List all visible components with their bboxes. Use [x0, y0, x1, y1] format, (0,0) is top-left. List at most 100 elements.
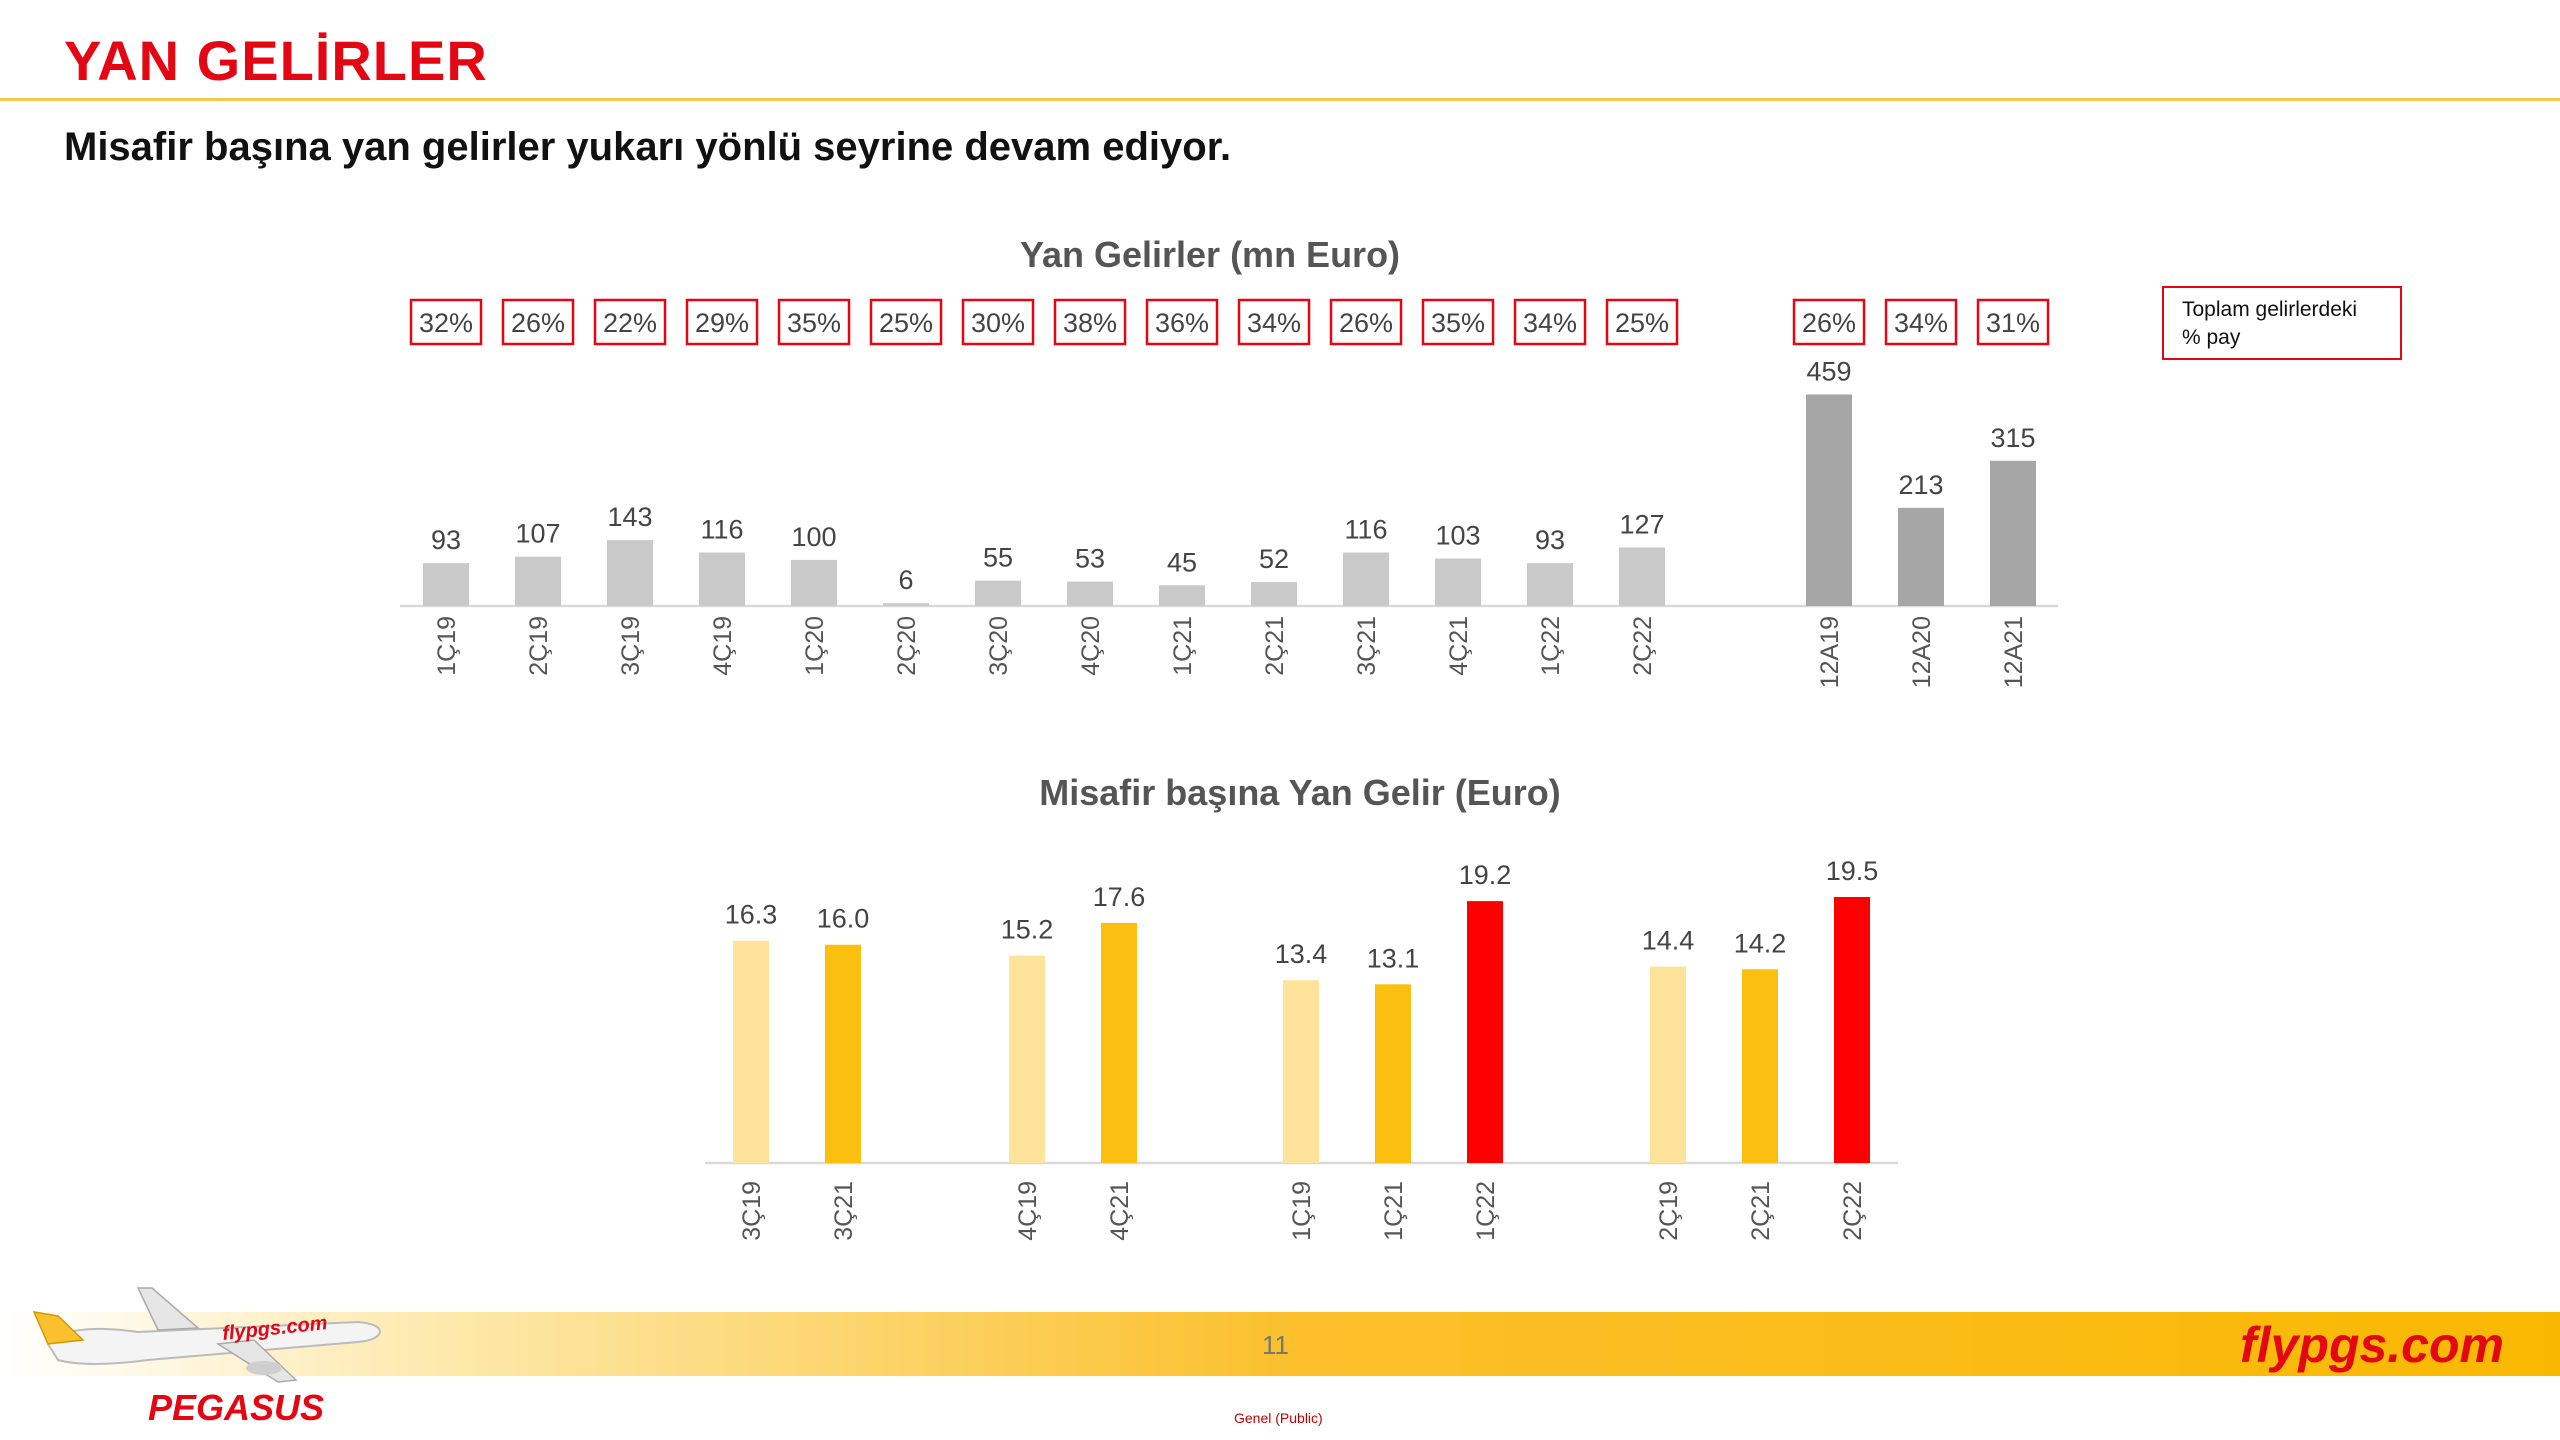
- tick-label-12A21: 12A21: [2000, 616, 2028, 688]
- data-label-4Ç19: 116: [700, 515, 743, 545]
- data-label-3Ç20: 55: [983, 543, 1013, 573]
- legend-line-2: % pay: [2182, 326, 2241, 349]
- share-label-2Ç20: 25%: [879, 308, 933, 338]
- share-box-2Ç22: [1605, 298, 1679, 346]
- data-label-2Ç22: 19.5: [1826, 856, 1879, 886]
- data-label-2Ç22: 127: [1619, 509, 1664, 539]
- tick-label-3Ç20: 3Ç20: [985, 616, 1013, 676]
- bar-12A19: [1806, 394, 1852, 606]
- share-box-2Ç19: [501, 298, 575, 346]
- bar-4Ç21: [1101, 922, 1137, 1163]
- footer-band: [0, 1312, 2560, 1376]
- data-label-2Ç20: 6: [898, 565, 913, 595]
- bar-3Ç21: [1343, 552, 1389, 606]
- bar-4Ç20: [1067, 581, 1113, 606]
- tick-label-1Ç22: 1Ç22: [1537, 616, 1565, 676]
- bar-2Ç22: [1834, 897, 1870, 1163]
- pegasus-plane-logo: flypgs.com PEGASUS: [32, 1287, 382, 1428]
- bar-1Ç22: [1467, 901, 1503, 1163]
- share-box-4Ç21: [1421, 298, 1495, 346]
- tick-label-4Ç19: 4Ç19: [1014, 1181, 1042, 1241]
- share-box-3Ç21: [1329, 298, 1403, 346]
- data-label-1Ç22: 19.2: [1459, 860, 1512, 890]
- tick-label-12A20: 12A20: [1908, 616, 1936, 688]
- tick-label-3Ç21: 3Ç21: [830, 1181, 858, 1241]
- title-divider: [0, 98, 2560, 101]
- data-label-4Ç21: 103: [1435, 521, 1480, 551]
- share-box-3Ç20: [961, 298, 1035, 346]
- share-box-12A19: [1792, 298, 1866, 346]
- share-label-4Ç21: 35%: [1431, 308, 1485, 338]
- chart2-title: Misafir başına Yan Gelir (Euro): [1039, 772, 1561, 813]
- share-box-1Ç19: [409, 298, 483, 346]
- tick-label-2Ç22: 2Ç22: [1839, 1181, 1867, 1241]
- bar-3Ç21: [825, 944, 861, 1163]
- tick-label-1Ç19: 1Ç19: [1288, 1181, 1316, 1241]
- tick-label-1Ç21: 1Ç21: [1380, 1181, 1408, 1241]
- footer-brand-logo: flypgs.com: [2240, 1317, 2504, 1373]
- share-box-3Ç19: [593, 298, 667, 346]
- page-title: YAN GELİRLER: [64, 29, 488, 92]
- share-box-2Ç20: [869, 298, 943, 346]
- data-label-1Ç21: 45: [1167, 547, 1197, 577]
- data-label-3Ç21: 16.0: [817, 904, 870, 934]
- data-label-1Ç21: 13.1: [1367, 943, 1420, 973]
- bar-1Ç20: [791, 559, 837, 606]
- tick-label-2Ç20: 2Ç20: [893, 616, 921, 676]
- data-label-12A20: 213: [1898, 470, 1943, 500]
- bar-3Ç19: [607, 540, 653, 606]
- data-label-3Ç19: 143: [607, 502, 652, 532]
- data-label-4Ç21: 17.6: [1093, 882, 1146, 912]
- tick-label-3Ç19: 3Ç19: [617, 616, 645, 676]
- tick-label-2Ç19: 2Ç19: [1655, 1181, 1683, 1241]
- share-label-3Ç21: 26%: [1339, 308, 1393, 338]
- share-label-12A20: 34%: [1894, 308, 1948, 338]
- data-label-2Ç19: 107: [515, 519, 560, 549]
- tick-label-2Ç22: 2Ç22: [1629, 616, 1657, 676]
- bar-3Ç19: [733, 940, 769, 1163]
- data-label-2Ç21: 14.2: [1734, 928, 1787, 958]
- share-label-4Ç20: 38%: [1063, 308, 1117, 338]
- data-label-2Ç19: 14.4: [1642, 926, 1695, 956]
- bar-2Ç21: [1742, 969, 1778, 1163]
- bar-2Ç22: [1619, 547, 1665, 606]
- bar-1Ç21: [1375, 984, 1411, 1163]
- bar-4Ç19: [1009, 955, 1045, 1163]
- classification-label: Genel (Public): [1234, 1410, 1323, 1426]
- page-subtitle: Misafir başına yan gelirler yukarı yönlü…: [64, 125, 1232, 169]
- chart1-title: Yan Gelirler (mn Euro): [1019, 234, 1401, 275]
- share-label-12A21: 31%: [1986, 308, 2040, 338]
- logo-brand-name: PEGASUS: [148, 1387, 324, 1428]
- bar-12A20: [1898, 507, 1944, 606]
- bar-1Ç19: [1283, 980, 1319, 1163]
- share-label-12A19: 26%: [1802, 308, 1856, 338]
- data-label-1Ç22: 93: [1535, 525, 1565, 555]
- data-label-3Ç21: 116: [1344, 515, 1387, 545]
- bar-1Ç21: [1159, 585, 1205, 606]
- tick-label-3Ç19: 3Ç19: [738, 1181, 766, 1241]
- page-number: 11: [1262, 1330, 1289, 1360]
- bar-4Ç21: [1435, 558, 1481, 606]
- share-box-2Ç21: [1237, 298, 1311, 346]
- bar-2Ç21: [1251, 582, 1297, 606]
- tick-label-1Ç19: 1Ç19: [433, 616, 461, 676]
- tick-label-1Ç21: 1Ç21: [1169, 616, 1197, 676]
- share-label-2Ç21: 34%: [1247, 308, 1301, 338]
- data-label-12A21: 315: [1990, 423, 2035, 453]
- bar-1Ç19: [423, 563, 469, 606]
- tick-label-2Ç21: 2Ç21: [1747, 1181, 1775, 1241]
- data-label-1Ç20: 100: [791, 522, 836, 552]
- tick-label-1Ç20: 1Ç20: [801, 616, 829, 676]
- tick-label-4Ç21: 4Ç21: [1445, 616, 1473, 676]
- tick-label-4Ç21: 4Ç21: [1106, 1181, 1134, 1241]
- share-label-3Ç19: 22%: [603, 308, 657, 338]
- tick-label-12A19: 12A19: [1816, 616, 1844, 688]
- bar-2Ç20: [883, 603, 929, 606]
- data-label-4Ç19: 15.2: [1001, 915, 1054, 945]
- share-box-12A20: [1884, 298, 1958, 346]
- data-label-3Ç19: 16.3: [725, 900, 778, 930]
- share-label-4Ç19: 29%: [695, 308, 749, 338]
- share-box-12A21: [1976, 298, 2050, 346]
- bar-4Ç19: [699, 552, 745, 606]
